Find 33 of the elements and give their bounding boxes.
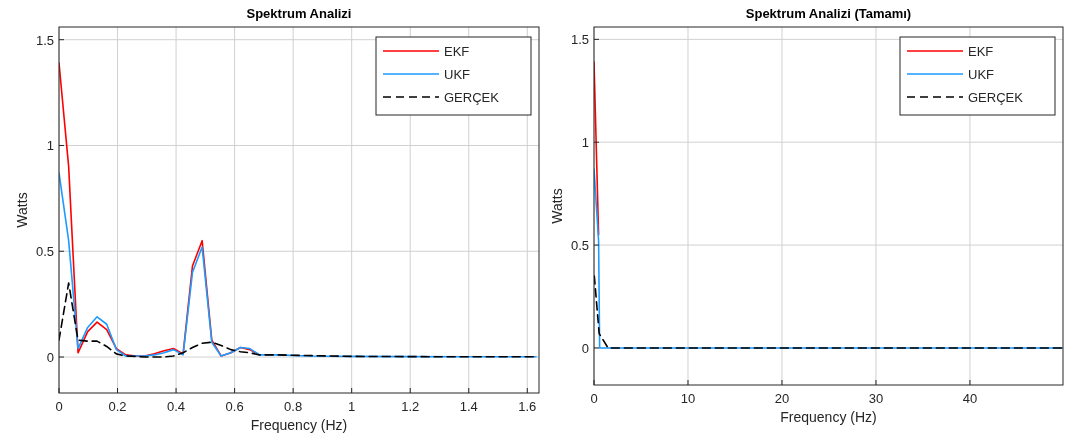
legend-label: UKF [968,67,995,82]
x-tick-label: 0.2 [108,399,127,414]
x-tick-label: 0.4 [167,399,186,414]
legend-label: GERÇEK [444,90,500,105]
y-tick-label: 1 [581,135,589,151]
x-axis-title: Frequency (Hz) [250,417,348,433]
line-series [59,282,537,358]
x-tick-label: 40 [962,391,978,406]
y-tick-label: 1 [46,138,54,154]
legend-label: EKF [968,44,994,59]
x-tick-label: 30 [868,391,884,406]
y-tick-label: 1.5 [35,32,54,48]
legend-label: GERÇEK [968,90,1024,105]
x-tick-label: 10 [680,391,696,406]
x-tick-label: 0.6 [225,399,244,414]
y-tick-label: 0.5 [35,244,54,260]
y-tick-label: 0.5 [570,238,589,254]
x-tick-label: 20 [774,391,790,406]
y-axis-title: Watts [549,188,565,224]
legend-label: UKF [444,67,471,82]
y-tick-label: 0 [46,350,54,366]
legend-label: EKF [444,44,470,59]
chart-title: Spektrum Analizi (Tamamı) [745,6,912,21]
x-tick-label: 0.8 [284,399,303,414]
x-tick-label: 1 [348,399,356,414]
x-axis-title: Frequency (Hz) [780,409,877,425]
chart-title: Spektrum Analizi [246,6,352,21]
y-tick-label: 0 [581,340,589,356]
x-tick-label: 1.6 [518,399,537,414]
y-tick-label: 1.5 [570,32,589,48]
y-axis-title: Watts [14,192,30,228]
x-tick-label: 1.4 [459,399,478,414]
x-tick-label: 1.2 [401,399,420,414]
